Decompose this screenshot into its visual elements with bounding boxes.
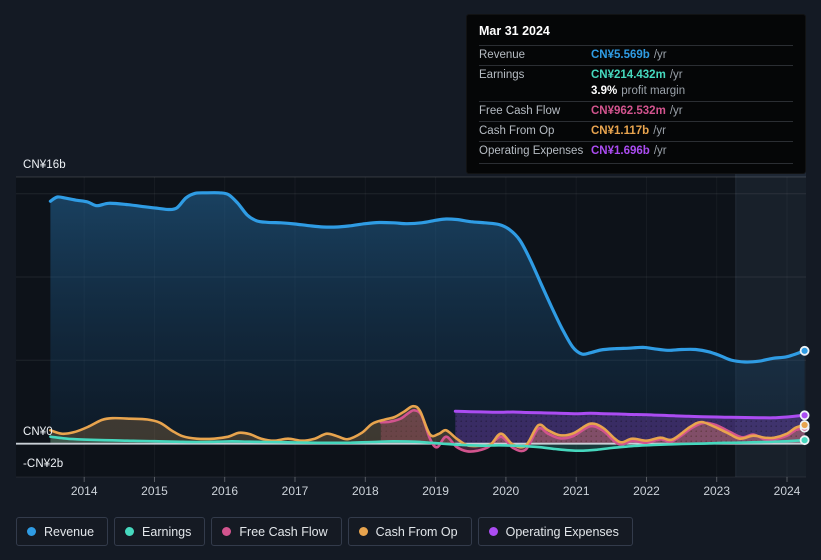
revenue-dot-icon xyxy=(27,527,36,536)
cashop-endpoint-marker[interactable] xyxy=(799,420,810,430)
legend-item-cash-from-op[interactable]: Cash From Op xyxy=(347,517,472,546)
x-tick-label: 2023 xyxy=(703,484,731,498)
y-axis-label-min: -CN¥2b xyxy=(23,458,64,470)
revenue-area xyxy=(50,192,805,444)
legend-label: Operating Expenses xyxy=(505,524,619,539)
legend-item-free-cash-flow[interactable]: Free Cash Flow xyxy=(211,517,342,546)
tooltip-label: Revenue xyxy=(479,49,526,61)
earnings-endpoint-marker[interactable] xyxy=(799,435,810,446)
opex-endpoint-marker[interactable] xyxy=(799,410,810,421)
chart-plot[interactable] xyxy=(0,0,821,510)
legend-item-earnings[interactable]: Earnings xyxy=(114,517,206,546)
cashop-line[interactable] xyxy=(49,404,806,449)
tooltip-label: Cash From Op xyxy=(479,125,555,137)
tooltip-value: CN¥5.569b/yr xyxy=(591,49,667,61)
legend-label: Cash From Op xyxy=(375,524,458,539)
tooltip-value: CN¥1.696b/yr xyxy=(591,145,667,157)
tooltip-date: Mar 31 2024 xyxy=(479,24,550,38)
x-tick-label: 2022 xyxy=(633,484,660,498)
tooltip-value: CN¥1.117b/yr xyxy=(591,125,666,137)
free-cash-flow-dot-icon xyxy=(222,527,232,536)
tooltip-label: Free Cash Flow xyxy=(479,105,561,117)
legend-label: Free Cash Flow xyxy=(239,524,328,539)
x-tick-label: 2015 xyxy=(141,484,168,498)
x-tick-label: 2016 xyxy=(211,484,239,498)
tooltip-value: CN¥962.532m/yr xyxy=(591,105,683,117)
tooltip-row-operating-expenses: Operating Expenses CN¥1.696b/yr xyxy=(479,141,793,164)
y-axis-label-zero: CN¥0 xyxy=(23,426,53,438)
y-axis-label-max: CN¥16b xyxy=(23,159,66,171)
opex-line[interactable] xyxy=(453,409,807,420)
tooltip-value: CN¥214.432m/yr xyxy=(591,69,683,81)
tooltip-row-profit-margin: 3.9% profit margin xyxy=(479,85,793,101)
legend-item-revenue[interactable]: Revenue xyxy=(16,517,109,546)
x-tick-label: 2019 xyxy=(422,484,449,498)
operating-expenses-dot-icon xyxy=(488,527,498,536)
earnings-dot-icon xyxy=(125,527,135,536)
x-tick-label: 2024 xyxy=(773,484,801,498)
legend-item-operating-expenses[interactable]: Operating Expenses xyxy=(477,517,633,546)
x-tick-label: 2021 xyxy=(562,484,590,498)
tooltip-row-revenue: Revenue CN¥5.569b/yr xyxy=(479,45,793,65)
tooltip-row-earnings: Earnings CN¥214.432m/yr xyxy=(479,65,793,85)
cashop-area xyxy=(50,406,805,448)
x-tick-label: 2018 xyxy=(351,484,379,498)
revenue-line[interactable] xyxy=(48,191,807,364)
tooltip-label: Operating Expenses xyxy=(479,145,584,157)
legend-label: Revenue xyxy=(44,524,95,539)
tooltip-label: Earnings xyxy=(479,69,525,81)
x-tick-label: 2014 xyxy=(70,484,98,498)
tooltip-row-cash-from-op: Cash From Op CN¥1.117b/yr xyxy=(479,121,793,141)
revenue-endpoint-marker[interactable] xyxy=(799,345,810,356)
legend-label: Earnings xyxy=(142,524,192,539)
x-tick-label: 2017 xyxy=(281,484,309,498)
x-tick-label: 2020 xyxy=(492,484,520,498)
fcf-area-texture xyxy=(380,410,805,452)
tooltip-value: 3.9% profit margin xyxy=(591,85,686,97)
earnings-line[interactable] xyxy=(49,435,806,453)
cash-from-op-dot-icon xyxy=(358,527,368,536)
chart-legend: Revenue Earnings Free Cash Flow Cash Fro… xyxy=(16,517,633,546)
chart-tooltip: Mar 31 2024 Revenue CN¥5.569b/yr Earning… xyxy=(466,14,806,174)
tooltip-row-free-cash-flow: Free Cash Flow CN¥962.532m/yr xyxy=(479,101,793,121)
